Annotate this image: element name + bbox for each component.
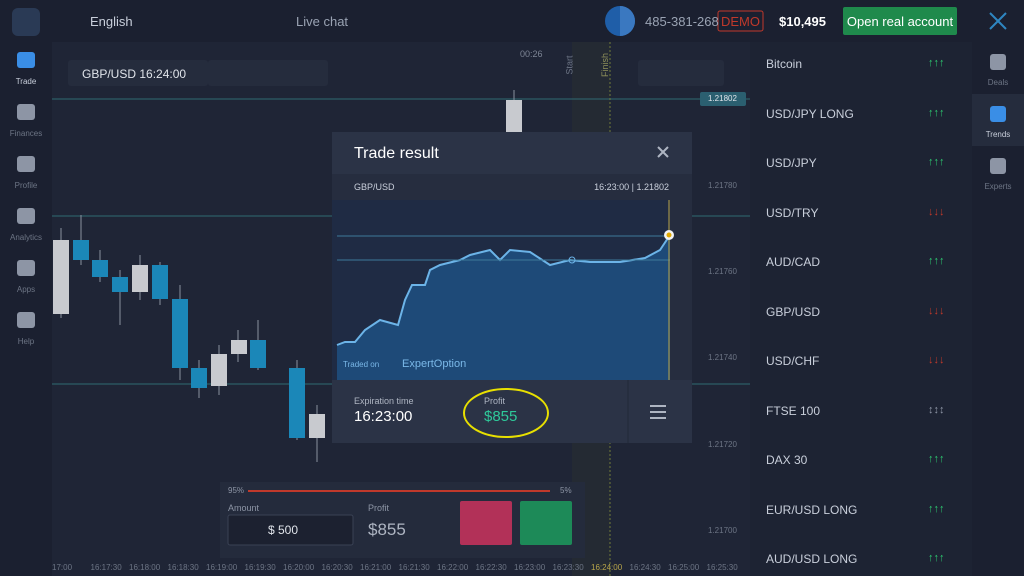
sidebar-icon[interactable]: [17, 312, 35, 328]
asset-name[interactable]: GBP/USD: [766, 304, 821, 319]
time-label: 16:25:00: [668, 563, 700, 572]
sidebar-label[interactable]: Help: [17, 337, 35, 346]
account-id: 485-381-268: [645, 14, 719, 29]
time-label: 16:25:30: [706, 563, 738, 572]
amount-input[interactable]: $ 500: [268, 523, 299, 537]
asset-name[interactable]: DAX 30: [766, 453, 808, 467]
asset-name[interactable]: EUR/USD LONG: [766, 502, 858, 517]
sidebar-icon[interactable]: [17, 52, 35, 68]
amount-label: Amount: [228, 503, 260, 513]
live-chat[interactable]: Live chat: [296, 14, 349, 29]
expiration-time: 16:23:00: [354, 408, 413, 425]
asset-name[interactable]: AUD/USD LONG: [766, 552, 858, 566]
time-label: 16:19:30: [244, 563, 276, 572]
nav-icon[interactable]: [990, 106, 1006, 122]
nav-label[interactable]: Trends: [985, 130, 1011, 139]
price-label: 1.21700: [708, 526, 737, 535]
sidebar-icon[interactable]: [17, 156, 35, 172]
sidebar-label[interactable]: Trade: [15, 77, 37, 86]
price-label: 1.21780: [708, 181, 737, 190]
modal-time-price: 16:23:00 | 1.21802: [594, 182, 669, 192]
asset-name[interactable]: Bitcoin: [766, 57, 803, 71]
sidebar-label[interactable]: Apps: [16, 285, 36, 294]
profit-value: $855: [484, 408, 518, 425]
sidebar-icon[interactable]: [17, 208, 35, 224]
time-label: 16:22:00: [437, 563, 469, 572]
asset-name[interactable]: AUD/CAD: [766, 255, 821, 269]
asset-trend: ↑↑↑: [928, 255, 945, 267]
traded-on: Traded on: [343, 360, 380, 369]
pct-left: 95%: [228, 486, 245, 495]
demo-badge[interactable]: DEMO: [721, 14, 760, 29]
asset-trend: ↓↓↓: [928, 354, 945, 366]
modal-pair: GBP/USD: [354, 182, 395, 192]
time-label: 16:19:00: [206, 563, 238, 572]
modal-title: Trade result: [354, 145, 439, 162]
nav-icon[interactable]: [990, 158, 1006, 174]
asset-trend: ↓↓↓: [928, 205, 945, 218]
language[interactable]: English: [90, 14, 133, 29]
time-label: 16:18:30: [167, 563, 199, 572]
asset-name[interactable]: USD/CHF: [766, 354, 820, 368]
nav-label[interactable]: Deals: [987, 78, 1009, 87]
asset-trend: ↑↑↑: [928, 453, 945, 465]
time-label: 16:24:30: [629, 563, 661, 572]
start-label: Start: [564, 55, 575, 75]
price-label: 1.21720: [708, 440, 737, 449]
time-label: 16:23:30: [552, 563, 584, 572]
sidebar-label[interactable]: Finances: [9, 129, 43, 138]
nav-label[interactable]: Experts: [984, 182, 1012, 191]
time-label: 16:17:30: [90, 563, 122, 572]
timer: 00:26: [520, 49, 543, 59]
panel-profit: $855: [368, 520, 406, 539]
nav-icon[interactable]: [990, 54, 1006, 70]
price-label: 1.21802: [708, 94, 737, 103]
open-real-account[interactable]: Open real account: [846, 14, 954, 29]
finish-label: Finish: [600, 52, 611, 78]
balance: $10,495: [779, 14, 826, 29]
price-label: 1.21740: [708, 353, 737, 362]
asset-trend: ↑↑↑: [928, 156, 945, 168]
asset-name[interactable]: USD/JPY LONG: [766, 106, 854, 121]
time-label: 16:20:30: [321, 563, 353, 572]
time-label: 16:18:00: [129, 563, 161, 572]
price-label: 1.21760: [708, 267, 737, 276]
profit-label: Profit: [484, 396, 506, 406]
time-label: 16:22:30: [475, 563, 507, 572]
pair-selector[interactable]: GBP/USD 16:24:00: [82, 67, 187, 81]
asset-trend: ↑↑↑: [928, 57, 945, 69]
expiration-label: Expiration time: [354, 396, 414, 406]
time-label: 16:23:00: [514, 563, 546, 572]
sidebar-icon[interactable]: [17, 104, 35, 120]
brand: ExpertOption: [402, 358, 467, 370]
time-label: 16:21:30: [398, 563, 430, 572]
panel-profit-label: Profit: [368, 503, 390, 513]
asset-trend: ↓↓↓: [928, 304, 945, 317]
sidebar-icon[interactable]: [17, 260, 35, 276]
time-label: 16:21:00: [360, 563, 392, 572]
time-label: 17:00: [52, 563, 73, 572]
asset-name[interactable]: USD/TRY: [766, 205, 819, 220]
asset-trend: ↑↑↑: [928, 106, 945, 119]
asset-trend: ↕↕↕: [928, 403, 945, 416]
time-label: 16:20:00: [283, 563, 315, 572]
sidebar-label[interactable]: Analytics: [9, 233, 42, 242]
sidebar-label[interactable]: Profile: [14, 181, 38, 190]
time-label: 16:24:00: [591, 563, 623, 572]
asset-trend: ↑↑↑: [928, 552, 945, 564]
pct-right: 5%: [560, 486, 572, 495]
asset-trend: ↑↑↑: [928, 502, 945, 515]
asset-name[interactable]: USD/JPY: [766, 156, 817, 170]
asset-name[interactable]: FTSE 100: [766, 403, 821, 418]
